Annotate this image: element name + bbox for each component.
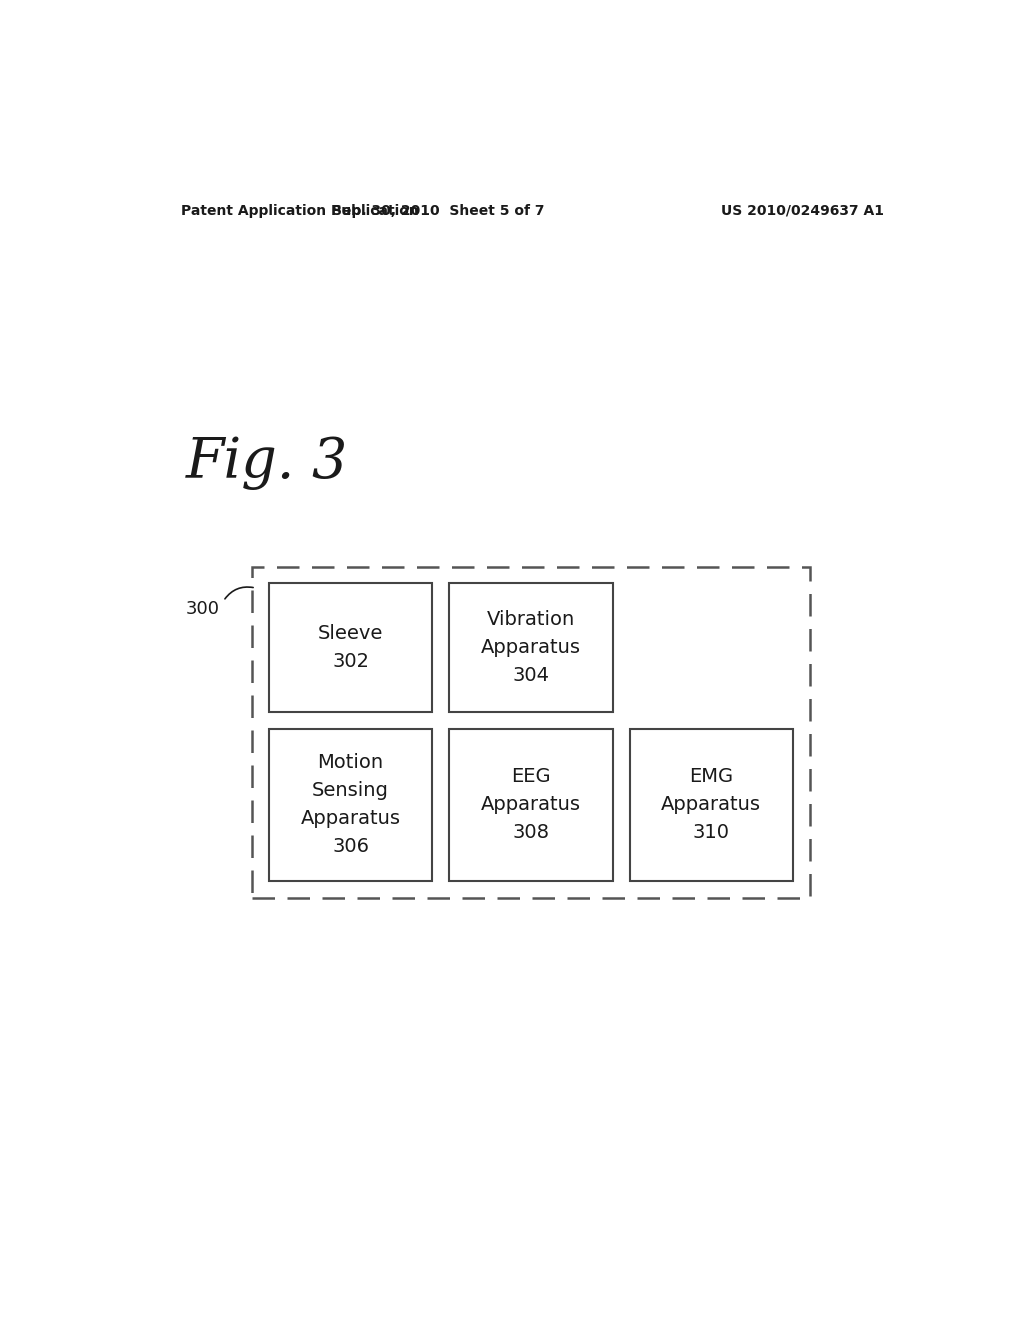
Text: Sleeve
302: Sleeve 302 <box>318 624 383 672</box>
Text: US 2010/0249637 A1: US 2010/0249637 A1 <box>721 203 884 218</box>
Text: 300: 300 <box>185 599 219 618</box>
Text: Patent Application Publication: Patent Application Publication <box>180 203 419 218</box>
Bar <box>450 730 612 880</box>
Bar <box>269 583 432 713</box>
Text: EMG
Apparatus
310: EMG Apparatus 310 <box>662 767 761 842</box>
Text: Sep. 30, 2010  Sheet 5 of 7: Sep. 30, 2010 Sheet 5 of 7 <box>332 203 544 218</box>
Text: EEG
Apparatus
308: EEG Apparatus 308 <box>481 767 581 842</box>
Text: Vibration
Apparatus
304: Vibration Apparatus 304 <box>481 610 581 685</box>
Bar <box>450 583 612 713</box>
Bar <box>630 730 793 880</box>
Bar <box>269 730 432 880</box>
Text: Fig. 3: Fig. 3 <box>186 436 348 490</box>
Text: Motion
Sensing
Apparatus
306: Motion Sensing Apparatus 306 <box>301 754 400 857</box>
Bar <box>252 566 810 898</box>
